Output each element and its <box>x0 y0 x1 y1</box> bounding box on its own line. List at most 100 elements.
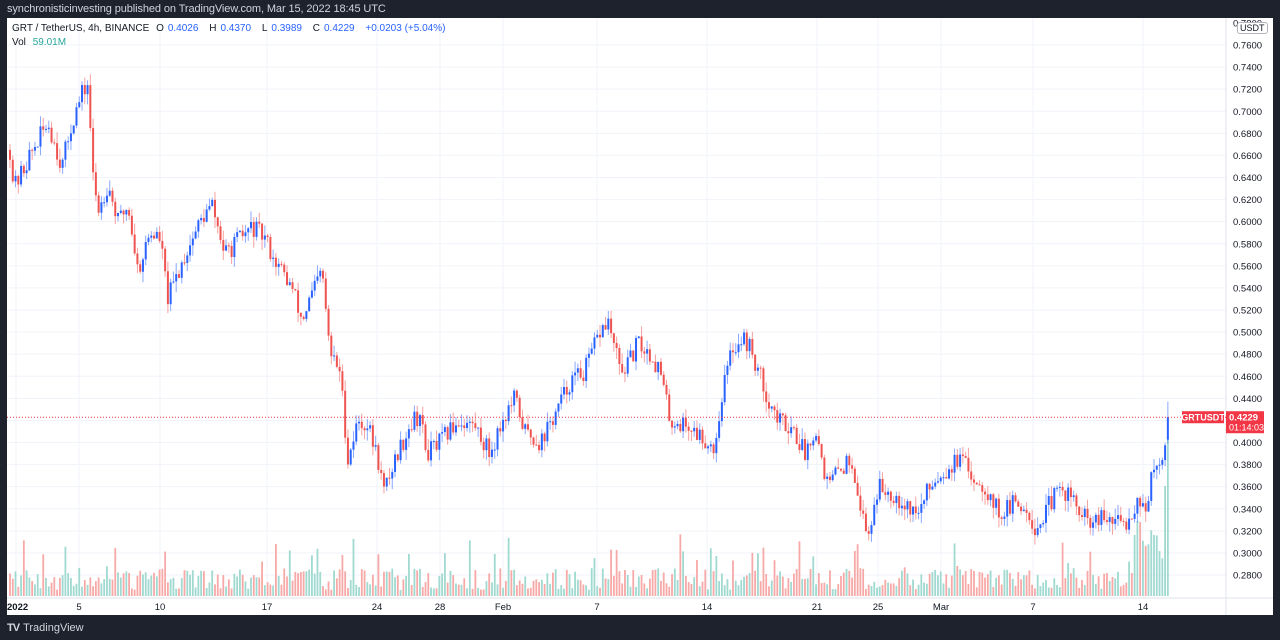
volume-bar <box>582 584 585 596</box>
candle-body <box>524 424 527 429</box>
candle-body <box>75 107 78 126</box>
candle-body <box>405 438 408 450</box>
candle-body <box>643 351 646 354</box>
candle-body <box>698 429 701 440</box>
volume-bar <box>815 584 817 596</box>
candle-body <box>867 531 870 534</box>
volume-label[interactable]: Vol <box>12 37 26 48</box>
candle-body <box>1147 500 1150 512</box>
volume-bar <box>1092 574 1094 596</box>
volume-bar <box>806 578 809 596</box>
candle-body <box>388 477 391 479</box>
candle-body <box>1050 496 1053 510</box>
chart-legend: GRT / TetherUS, 4h, BINANCE O 0.4026 H 0.4… <box>12 22 449 50</box>
candle-body <box>1130 518 1133 520</box>
volume-bar <box>1142 540 1144 596</box>
volume-bar <box>11 578 14 596</box>
volume-bar <box>58 577 61 596</box>
volume-bar <box>1053 578 1056 596</box>
candle-body <box>103 202 106 204</box>
candle-body <box>180 262 183 278</box>
candle-body <box>108 190 111 196</box>
candle-body <box>333 355 336 357</box>
candle-body <box>956 454 959 467</box>
candle-body <box>887 491 890 495</box>
candle-body <box>618 348 621 365</box>
volume-bar <box>288 550 291 596</box>
candle-body <box>202 218 205 222</box>
candle-body <box>1022 509 1025 512</box>
candle-body <box>820 444 823 458</box>
candle-body <box>543 433 546 442</box>
volume-bar <box>175 588 178 596</box>
candle-body <box>701 429 704 444</box>
candlestick-chart[interactable]: 0.7600 0.7400 0.7200 0.7000 0.6800 0.6600 0.64… <box>7 18 1273 615</box>
candle-body <box>241 230 244 237</box>
volume-bar <box>316 548 319 596</box>
time-tick-label: 14 <box>1138 602 1149 613</box>
volume-bar <box>45 578 47 596</box>
volume-bar <box>169 579 172 596</box>
volume-bar <box>1017 572 1020 596</box>
volume-bar <box>840 576 842 596</box>
volume-bar <box>585 585 588 596</box>
candle-body <box>128 210 131 216</box>
candle-body <box>723 374 726 403</box>
candle-body <box>817 436 820 445</box>
volume-bar <box>485 581 488 596</box>
candle-body <box>360 421 363 429</box>
volume-bar <box>1075 577 1078 596</box>
volume-bar <box>543 584 546 596</box>
price-axis[interactable]: 0.7600 0.7400 0.7200 0.7000 0.6800 0.6600 0.64… <box>1233 18 1262 581</box>
volume-bar <box>757 553 759 596</box>
price-tick-label: 0.2800 <box>1233 571 1262 582</box>
candle-body <box>751 338 754 355</box>
candle-body <box>322 270 325 279</box>
candle-body <box>856 482 859 496</box>
candle-body <box>842 470 845 474</box>
volume-bar <box>239 569 241 596</box>
candle-body <box>859 495 862 511</box>
candle-body <box>590 348 593 354</box>
volume-bar <box>25 570 28 596</box>
candle-body <box>272 257 275 259</box>
candle-body <box>1006 500 1009 517</box>
candle-body <box>402 439 405 450</box>
candle-body <box>186 255 189 263</box>
candle-body <box>997 498 1000 518</box>
candle-body <box>806 443 809 460</box>
volume-bar <box>480 589 482 596</box>
volume-bar <box>200 570 203 596</box>
candle-body <box>610 318 613 334</box>
volume-bar <box>842 572 845 596</box>
candle-body <box>1133 513 1136 519</box>
volume-bar <box>355 584 358 596</box>
candle-body <box>1103 510 1106 521</box>
candle-body <box>407 429 410 439</box>
volume-bar <box>283 568 286 596</box>
volume-bar <box>510 570 513 596</box>
symbol-title[interactable]: GRT / TetherUS, 4h, BINANCE <box>12 23 150 34</box>
candle-body <box>903 505 906 510</box>
volume-bar <box>344 571 347 596</box>
time-axis[interactable]: 2022 5 10 17 24 28 Feb 7 14 21 25 Mar 7 14 <box>7 602 1148 613</box>
volume-bar <box>809 568 812 596</box>
symbol-price-tag[interactable]: GRTUSDT <box>1181 411 1225 424</box>
volume-bar <box>939 571 942 596</box>
candle-body <box>316 276 319 281</box>
candle-body <box>222 240 225 251</box>
candle-body <box>1164 445 1167 461</box>
candle-body <box>837 467 840 469</box>
candle-body <box>100 202 103 213</box>
currency-tag[interactable]: USDT <box>1237 22 1268 34</box>
candle-body <box>848 455 851 466</box>
volume-bar <box>261 561 263 596</box>
candle-body <box>934 482 937 487</box>
candle-body <box>992 494 995 508</box>
candle-body <box>153 235 156 239</box>
volume-bar <box>895 585 898 596</box>
candle-body <box>1125 521 1128 530</box>
volume-bar <box>568 574 571 596</box>
volume-bar <box>97 577 100 596</box>
